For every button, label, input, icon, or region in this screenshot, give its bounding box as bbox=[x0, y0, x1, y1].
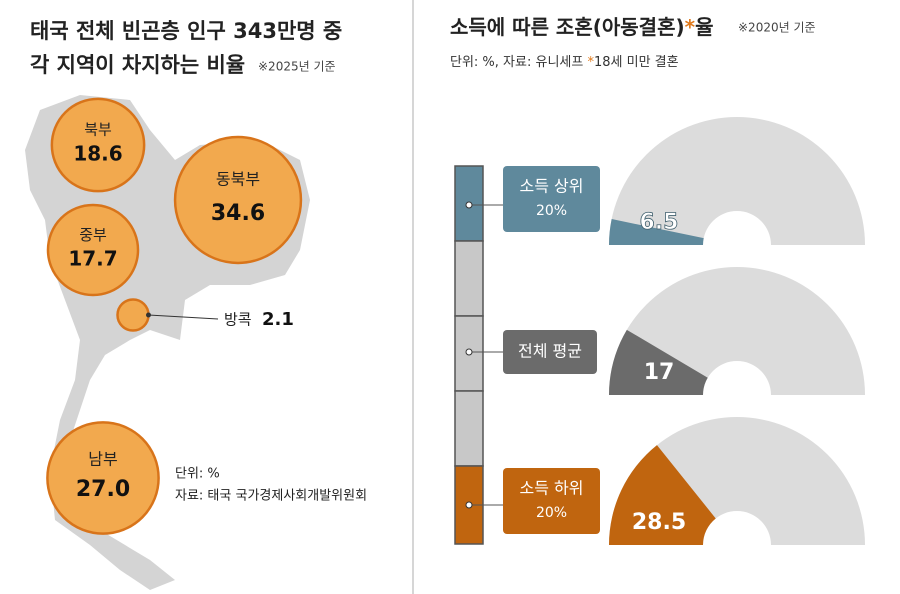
label-box bbox=[503, 166, 600, 232]
gauge-fill bbox=[609, 445, 716, 545]
gauge-value: 28.5 bbox=[632, 510, 686, 535]
bubble-value: 27.0 bbox=[76, 477, 130, 502]
bar-segment bbox=[454, 390, 484, 467]
bubble-value: 2.1 bbox=[262, 309, 294, 330]
category-label: 전체 평균 bbox=[518, 342, 582, 361]
connector-dot bbox=[465, 201, 473, 209]
connector-dot bbox=[465, 501, 473, 509]
category-label: 소득 상위 bbox=[520, 177, 584, 196]
category-label: 20% bbox=[536, 505, 567, 521]
bubble bbox=[50, 97, 146, 193]
gauge-value: 6.5 bbox=[640, 210, 679, 235]
gauge-value: 17 bbox=[644, 360, 675, 385]
title-mark: * bbox=[685, 15, 696, 39]
gauge-track bbox=[609, 117, 865, 245]
bubble bbox=[173, 135, 303, 265]
right-title: 소득에 따른 조혼(아동결혼)*율 bbox=[450, 15, 713, 39]
left-title-line: 각 지역이 차지하는 비율 bbox=[30, 53, 245, 77]
label-box bbox=[503, 468, 600, 534]
bubble-label: 북부 bbox=[84, 121, 112, 139]
bubble-value: 17.7 bbox=[68, 246, 117, 270]
leader-line bbox=[148, 314, 219, 320]
right-subtitle: 단위: %, 자료: 유니세프 *18세 미만 결혼 bbox=[450, 55, 679, 70]
category-label: 20% bbox=[536, 203, 567, 219]
bubble-value: 18.6 bbox=[73, 142, 122, 166]
subtitle-text: 18세 미만 결혼 bbox=[594, 55, 679, 70]
connector-dot bbox=[465, 348, 473, 356]
leader-dot bbox=[146, 312, 152, 318]
subtitle-text: 단위: %, 자료: 유니세프 bbox=[450, 55, 587, 70]
right-note: ※2020년 기준 bbox=[738, 21, 816, 35]
title-text: 율 bbox=[695, 15, 713, 39]
label-box bbox=[503, 330, 597, 374]
subtitle-mark: * bbox=[587, 55, 594, 70]
category-label: 소득 하위 bbox=[520, 479, 584, 498]
bubble-label: 남부 bbox=[88, 450, 117, 469]
title-text: 소득에 따른 조혼(아동결혼) bbox=[450, 15, 685, 39]
bubble-value: 34.6 bbox=[211, 201, 265, 226]
bubble-label: 동북부 bbox=[216, 169, 260, 188]
bubble-label: 중부 bbox=[79, 226, 107, 244]
gauge-fill bbox=[609, 329, 708, 395]
left-note: ※2025년 기준 bbox=[258, 60, 336, 74]
bubble bbox=[46, 203, 140, 297]
left-title-line: 태국 전체 빈곤층 인구 343만명 중 bbox=[30, 19, 342, 43]
income-bar bbox=[454, 165, 484, 545]
source: 자료: 태국 국가경제사회개발위원회 bbox=[175, 489, 367, 504]
gauge-fill bbox=[609, 219, 704, 245]
unit: 단위: % bbox=[175, 467, 220, 482]
bubble bbox=[116, 298, 150, 332]
bubble bbox=[46, 421, 160, 535]
bar-segment bbox=[454, 240, 484, 317]
bubble-label: 방콕 bbox=[224, 311, 252, 329]
